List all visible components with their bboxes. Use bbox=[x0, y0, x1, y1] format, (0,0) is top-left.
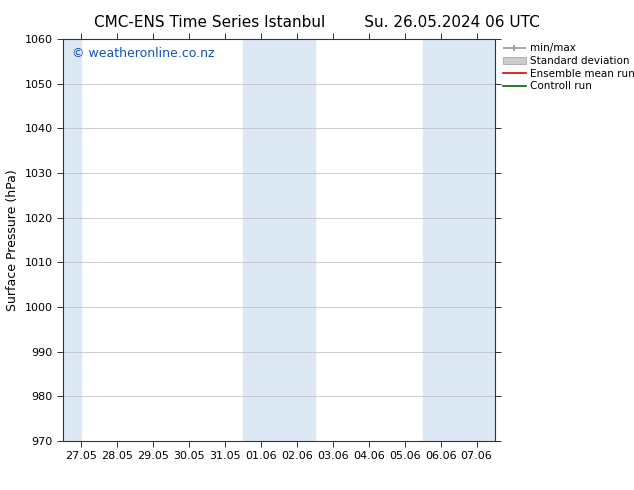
Bar bbox=[423, 39, 495, 441]
Y-axis label: Surface Pressure (hPa): Surface Pressure (hPa) bbox=[6, 169, 19, 311]
Bar bbox=[243, 39, 315, 441]
Bar bbox=[63, 39, 81, 441]
Text: CMC-ENS Time Series Istanbul        Su. 26.05.2024 06 UTC: CMC-ENS Time Series Istanbul Su. 26.05.2… bbox=[94, 15, 540, 30]
Text: © weatheronline.co.nz: © weatheronline.co.nz bbox=[72, 47, 214, 60]
Legend: min/max, Standard deviation, Ensemble mean run, Controll run: min/max, Standard deviation, Ensemble me… bbox=[499, 39, 634, 96]
